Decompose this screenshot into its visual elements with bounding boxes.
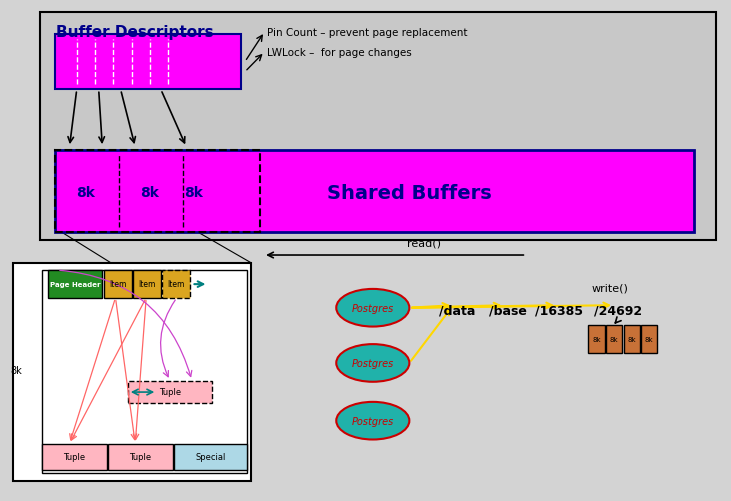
- Text: 8k: 8k: [76, 186, 95, 200]
- Text: write(): write(): [592, 283, 629, 293]
- Text: /24692: /24692: [594, 304, 642, 317]
- FancyBboxPatch shape: [13, 263, 251, 481]
- Text: 8k: 8k: [645, 337, 654, 342]
- FancyBboxPatch shape: [42, 444, 107, 470]
- Text: /data: /data: [439, 304, 475, 317]
- FancyBboxPatch shape: [48, 271, 102, 298]
- FancyBboxPatch shape: [40, 13, 716, 240]
- Text: Shared Buffers: Shared Buffers: [327, 183, 492, 202]
- Text: 8k: 8k: [592, 337, 601, 342]
- Text: Item: Item: [167, 280, 185, 289]
- Ellipse shape: [336, 402, 409, 440]
- FancyBboxPatch shape: [55, 150, 694, 233]
- Text: Postgres: Postgres: [352, 358, 394, 368]
- FancyBboxPatch shape: [641, 326, 657, 353]
- FancyBboxPatch shape: [162, 271, 190, 298]
- Text: Buffer Descriptors: Buffer Descriptors: [56, 25, 214, 40]
- FancyBboxPatch shape: [55, 35, 241, 90]
- Text: Postgres: Postgres: [352, 416, 394, 426]
- Text: read(): read(): [407, 238, 441, 248]
- FancyBboxPatch shape: [588, 326, 605, 353]
- Ellipse shape: [336, 289, 409, 327]
- Text: 8k: 8k: [610, 337, 618, 342]
- Text: 8k: 8k: [184, 186, 203, 200]
- Text: Special: Special: [195, 452, 226, 461]
- Ellipse shape: [336, 345, 409, 382]
- Text: 8k: 8k: [140, 186, 159, 200]
- Text: Page Header: Page Header: [50, 282, 100, 287]
- Text: Tuple: Tuple: [159, 388, 181, 396]
- FancyBboxPatch shape: [133, 271, 161, 298]
- Text: Postgres: Postgres: [352, 303, 394, 313]
- FancyBboxPatch shape: [624, 326, 640, 353]
- Text: 8k: 8k: [10, 366, 22, 376]
- Text: LWLock –  for page changes: LWLock – for page changes: [267, 48, 412, 58]
- Text: Item: Item: [138, 280, 156, 289]
- FancyBboxPatch shape: [174, 444, 247, 470]
- Text: 8k: 8k: [627, 337, 636, 342]
- FancyBboxPatch shape: [104, 271, 132, 298]
- FancyBboxPatch shape: [108, 444, 173, 470]
- FancyBboxPatch shape: [606, 326, 622, 353]
- FancyBboxPatch shape: [128, 381, 212, 403]
- Text: Item: Item: [109, 280, 126, 289]
- Text: Tuple: Tuple: [64, 452, 86, 461]
- FancyBboxPatch shape: [42, 271, 247, 473]
- Text: Pin Count – prevent page replacement: Pin Count – prevent page replacement: [267, 28, 467, 38]
- Text: /base: /base: [489, 304, 527, 317]
- Text: Tuple: Tuple: [129, 452, 151, 461]
- Text: /16385: /16385: [535, 304, 583, 317]
